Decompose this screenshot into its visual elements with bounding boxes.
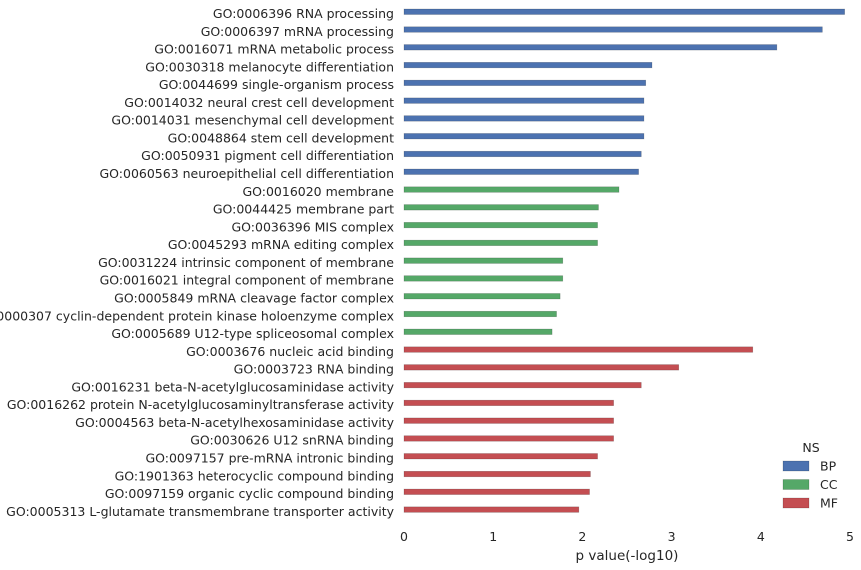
category-label: GO:0048864 stem cell development	[168, 130, 394, 145]
category-label: GO:0005689 U12-type spliceosomal complex	[111, 326, 394, 341]
bar-mf	[403, 435, 614, 442]
category-label: GO:0016021 integral component of membran…	[100, 273, 395, 288]
bar-cc	[403, 222, 598, 229]
bar-bp	[403, 97, 645, 104]
x-tick-label: 5	[846, 529, 854, 544]
x-axis-title: p value(-log10)	[576, 548, 679, 564]
bar-bp	[403, 168, 639, 175]
bar-bp	[403, 26, 823, 33]
legend-swatch-cc	[782, 479, 810, 490]
legend-label-cc: CC	[820, 477, 838, 492]
category-label: GO:0045293 mRNA editing complex	[168, 237, 394, 252]
bar-bp	[403, 62, 653, 69]
bar-bp	[403, 44, 778, 51]
bar-cc	[403, 204, 599, 211]
bar-cc	[403, 310, 557, 318]
category-label: GO:0050931 pigment cell differentiation	[141, 148, 394, 163]
category-label: GO:1901363 heterocyclic compound binding	[115, 468, 394, 483]
category-label: GO:0030626 U12 snRNA binding	[190, 433, 394, 448]
category-label: GO:0060563 neuroepithelial cell differen…	[99, 166, 394, 181]
bar-mf	[403, 470, 591, 478]
legend-swatch-bp	[782, 460, 810, 472]
category-labels: GO:0006396 RNA processing GO:0006397 mRNA…	[0, 6, 395, 519]
bars-layer	[403, 8, 845, 513]
category-label: GO:0006397 mRNA processing	[201, 24, 394, 39]
x-tick-label: 0	[400, 529, 408, 544]
bar-cc	[403, 275, 564, 282]
bar-mf	[403, 417, 614, 424]
bar-bp	[403, 79, 647, 86]
bar-mf	[403, 346, 754, 353]
bar-cc	[403, 293, 561, 300]
bar-mf	[403, 364, 680, 371]
category-label: GO:0016071 mRNA metabolic process	[154, 42, 394, 57]
x-tick-label: 2	[578, 529, 586, 544]
category-label: GO:0014032 neural crest cell development	[124, 95, 394, 110]
bar-bp	[403, 115, 645, 122]
bar-bp	[403, 8, 845, 15]
legend: NS BP CC MF	[782, 440, 838, 511]
x-tick-label: 4	[757, 529, 765, 544]
bar-mf	[403, 453, 598, 460]
category-label: GO:0005313 L-glutamate transmembrane tra…	[6, 504, 394, 519]
bar-cc	[403, 186, 620, 193]
legend-label-mf: MF	[820, 496, 838, 511]
bar-cc	[403, 239, 598, 246]
x-tick-label: 1	[489, 529, 497, 544]
category-label: GO:0016231 beta-N-acetylglucosaminidase …	[71, 379, 394, 394]
category-label: GO:0031224 intrinsic component of membra…	[98, 255, 394, 270]
category-label: GO:0097159 organic cyclic compound bindi…	[105, 486, 394, 501]
legend-label-bp: BP	[820, 459, 837, 474]
legend-title: NS	[802, 440, 819, 455]
bar-cc	[403, 257, 564, 264]
category-label: GO:0004563 beta-N-acetylhexosaminidase a…	[75, 415, 394, 430]
bar-bp	[403, 133, 645, 140]
category-label: GO:0016020 membrane	[242, 184, 394, 199]
category-label: GO:0016262 protein N-acetylglucosaminylt…	[7, 397, 395, 412]
category-label: GO:0003676 nucleic acid binding	[186, 344, 394, 359]
category-label: GO:0030318 melanocyte differentiation	[145, 59, 394, 74]
bar-mf	[403, 382, 642, 389]
category-label: GO:0044425 membrane part	[213, 202, 394, 217]
bar-cc	[403, 328, 553, 335]
legend-swatch-mf	[782, 497, 810, 509]
category-label: GO:0003723 RNA binding	[234, 362, 394, 377]
category-label: GO:0006396 RNA processing	[213, 6, 394, 21]
category-label: GO:0005849 mRNA cleavage factor complex	[114, 290, 394, 305]
x-tick-label: 3	[668, 529, 676, 544]
bar-mf	[403, 506, 580, 513]
bar-bp	[403, 150, 642, 158]
bar-mf	[403, 488, 590, 495]
category-label: GO:0097157 pre-mRNA intronic binding	[145, 451, 394, 466]
x-axis: 0 1 2 3 4 5	[400, 529, 854, 544]
category-label: GO:0036396 MIS complex	[231, 219, 394, 234]
category-label: GO:0044699 single-organism process	[159, 77, 394, 92]
bar-mf	[403, 399, 614, 406]
category-label: GO:0014031 mesenchymal cell development	[111, 113, 394, 128]
category-label: GO:0000307 cyclin-dependent protein kina…	[0, 308, 394, 323]
